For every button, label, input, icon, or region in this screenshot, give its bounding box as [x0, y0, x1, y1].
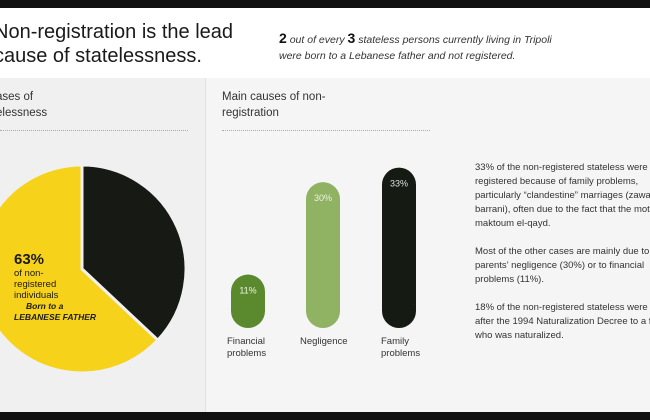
- stat-callout: 2 out of every 3 stateless persons curre…: [279, 30, 552, 64]
- left-title-underline: [0, 130, 188, 131]
- stat-number-two: 2: [279, 30, 287, 46]
- description-paragraph-1: 33% of the non-registered stateless were…: [475, 162, 650, 229]
- bar-category-financial-problems: Financial problems: [227, 336, 266, 360]
- bar-category-line: Family: [381, 336, 409, 347]
- bar-title-underline: [222, 130, 430, 131]
- pie-slice-lebanese-father: [0, 163, 160, 375]
- pie-annotation: 63% of non- registered individuals Born …: [14, 251, 96, 323]
- panel-divider: [205, 78, 206, 412]
- bar-chart: 11% 30% 33%: [231, 167, 416, 328]
- pie-label-line-2: registered: [14, 279, 57, 290]
- stat-line-2: were born to a Lebanese father and not r…: [279, 50, 516, 62]
- bar-family-problems: [382, 167, 416, 328]
- pie-emphasis-2: LEBANESE FATHER: [14, 312, 97, 322]
- pie-emphasis-1: Born to a: [26, 301, 64, 311]
- pie-slice-other: [80, 163, 188, 343]
- bar-category-family-problems: Family problems: [381, 336, 420, 360]
- description-paragraph-2: Most of the other cases are mainly due t…: [475, 246, 650, 285]
- pie-label-line-3: individuals: [14, 290, 59, 301]
- headline: Non-registration is the lead cause of st…: [0, 20, 233, 68]
- description-text: 33% of the non-registered stateless were…: [475, 161, 650, 357]
- bar-title-line-2: registration: [222, 107, 279, 119]
- pie-label-line-1: of non-: [14, 268, 44, 279]
- pie-chart: [0, 163, 188, 375]
- bar-chart-title: Main causes of non- registration: [222, 89, 326, 121]
- stat-number-three: 3: [347, 30, 356, 46]
- left-title-line-2: elessness: [0, 107, 48, 119]
- pie-percent: 63%: [14, 251, 45, 268]
- bar-negligence: [306, 182, 340, 328]
- stat-line-1: 2 out of every 3 stateless persons curre…: [279, 30, 552, 48]
- bar-title-line-1: Main causes of non-: [222, 91, 326, 103]
- left-title-line-1: ases of: [0, 91, 34, 103]
- left-panel-title: ases of elessness: [0, 89, 47, 121]
- bar-category-line: Financial: [227, 336, 266, 347]
- headline-line-2: cause of statelessness.: [0, 45, 202, 67]
- bar-value-label: 33%: [390, 179, 408, 189]
- bar-value-label: 11%: [239, 286, 256, 296]
- bar-category-line: Negligence: [300, 336, 348, 347]
- bar-value-label: 30%: [314, 193, 332, 203]
- bar-category-line: problems: [381, 348, 421, 359]
- bar-category-negligence: Negligence: [300, 336, 348, 348]
- header-banner: Non-registration is the lead cause of st…: [0, 8, 650, 78]
- infographic: Non-registration is the lead cause of st…: [0, 8, 650, 412]
- bar-financial-problems: [231, 274, 265, 328]
- headline-line-1: Non-registration is the lead: [0, 21, 234, 43]
- right-panel-background: [206, 78, 650, 412]
- stat-text-2: stateless persons currently living in Tr…: [355, 34, 552, 46]
- bar-category-line: problems: [227, 348, 267, 359]
- stat-text-1: out of every: [286, 34, 348, 46]
- description-paragraph-3: 18% of the non-registered stateless were…: [475, 302, 650, 341]
